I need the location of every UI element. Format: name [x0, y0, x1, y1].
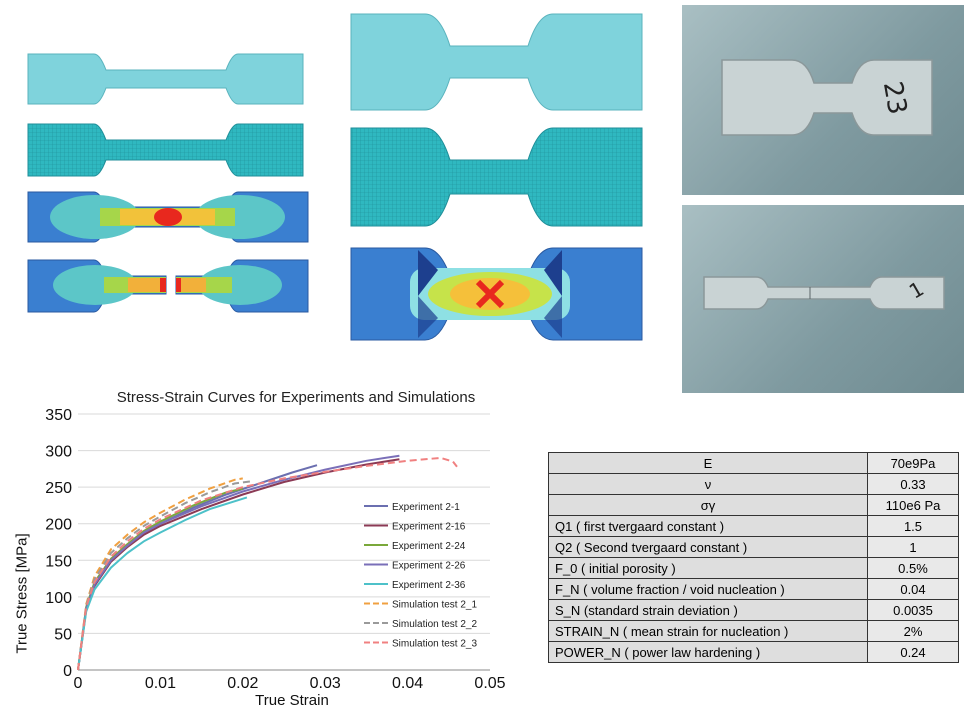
specimen-top-label: 23 — [876, 79, 913, 117]
parameter-value: 0.33 — [867, 473, 959, 495]
specimen-left-mesh — [27, 123, 304, 177]
legend-label: Experiment 2-1 — [392, 502, 460, 513]
parameter-name: POWER_N ( power law hardening ) — [548, 641, 868, 663]
legend-label: Experiment 2-26 — [392, 561, 466, 572]
parameter-row: ν 0.33 — [548, 473, 959, 495]
parameter-value: 0.0035 — [867, 599, 959, 621]
chart-title: Stress-Strain Curves for Experiments and… — [116, 389, 476, 406]
parameter-name: E — [548, 452, 868, 474]
parameter-row: STRAIN_N ( mean strain for nucleation ) 2… — [548, 620, 959, 642]
parameter-row: F_N ( volume fraction / void nucleation … — [548, 578, 959, 600]
parameter-row: S_N (standard strain deviation ) 0.0035 — [548, 599, 959, 621]
y-tick-label: 300 — [45, 444, 72, 461]
y-tick-label: 50 — [54, 626, 72, 643]
parameter-name: Q2 ( Second tvergaard constant ) — [548, 536, 868, 558]
simulation-specimens — [27, 13, 643, 341]
legend-label: Experiment 2-24 — [392, 541, 466, 552]
parameter-name: Q1 ( first tvergaard constant ) — [548, 515, 868, 537]
parameter-name: STRAIN_N ( mean strain for nucleation ) — [548, 620, 868, 642]
parameter-name: ν — [548, 473, 868, 495]
parameter-value: 1 — [867, 536, 959, 558]
legend-label: Simulation test 2_1 — [392, 600, 477, 611]
specimen-middle-plain — [350, 13, 643, 111]
parameter-name: F_N ( volume fraction / void nucleation … — [548, 578, 868, 600]
legend-label: Simulation test 2_3 — [392, 639, 477, 650]
parameter-row: POWER_N ( power law hardening ) 0.24 — [548, 641, 959, 663]
x-tick-label: 0.03 — [310, 675, 341, 692]
parameter-value: 1.5 — [867, 515, 959, 537]
material-parameter-table: E 70e9Pa ν 0.33 σγ 110e6 Pa Q1 ( first tvergaa… — [548, 452, 959, 663]
x-axis-label: True Strain — [255, 692, 329, 709]
parameter-row: F_0 ( initial porosity ) 0.5% — [548, 557, 959, 579]
y-tick-label: 150 — [45, 553, 72, 570]
legend-label: Simulation test 2_2 — [392, 619, 477, 630]
series-line — [77, 464, 318, 671]
parameter-row: σγ 110e6 Pa — [548, 494, 959, 516]
y-tick-label: 200 — [45, 517, 72, 534]
y-tick-label: 0 — [63, 663, 72, 680]
legend-label: Experiment 2-16 — [392, 522, 466, 533]
x-tick-label: 0.04 — [392, 675, 423, 692]
parameter-value: 70e9Pa — [867, 452, 959, 474]
specimen-left-fractured — [27, 259, 309, 313]
y-tick-label: 100 — [45, 590, 72, 607]
specimen-left-plain — [27, 53, 304, 105]
series-line — [77, 456, 458, 671]
y-tick-label: 350 — [45, 407, 72, 424]
specimen-photo-top: 23 — [682, 5, 964, 195]
specimen-middle-stress — [350, 247, 643, 341]
specimen-middle-mesh — [350, 127, 643, 227]
x-tick-label: 0.02 — [227, 675, 258, 692]
parameter-row: Q1 ( first tvergaard constant ) 1.5 — [548, 515, 959, 537]
series-line — [77, 496, 248, 671]
stress-strain-chart: Stress-Strain Curves for Experiments and… — [6, 380, 506, 714]
parameter-value: 2% — [867, 620, 959, 642]
parameter-row: Q2 ( Second tvergaard constant ) 1 — [548, 536, 959, 558]
x-tick-label: 0 — [74, 675, 83, 692]
parameter-value: 0.24 — [867, 641, 959, 663]
chart-plot: 0 50 100 150 200 250 300 350 0 0.01 0.02 0.03 0.04 0.… — [45, 407, 505, 692]
x-tick-label: 0.05 — [474, 675, 505, 692]
y-tick-label: 250 — [45, 480, 72, 497]
parameter-name: S_N (standard strain deviation ) — [548, 599, 868, 621]
legend-label: Experiment 2-36 — [392, 580, 466, 591]
parameter-value: 0.04 — [867, 578, 959, 600]
series-line — [77, 454, 400, 671]
specimen-photo-bottom: 1 — [682, 205, 964, 393]
parameter-name: σγ — [548, 494, 868, 516]
parameter-name: F_0 ( initial porosity ) — [548, 557, 868, 579]
x-tick-label: 0.01 — [145, 675, 176, 692]
parameter-value: 0.5% — [867, 557, 959, 579]
parameter-row: E 70e9Pa — [548, 452, 959, 474]
series-line — [77, 477, 243, 671]
parameter-value: 110e6 Pa — [867, 494, 959, 516]
specimen-left-stress — [27, 191, 309, 243]
